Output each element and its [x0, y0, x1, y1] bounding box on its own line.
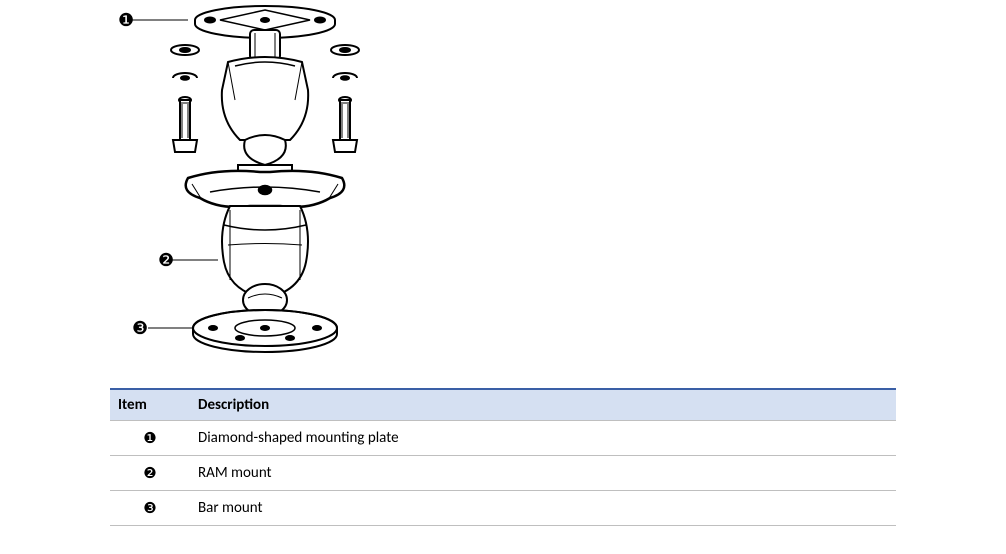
row-desc: Bar mount — [190, 491, 896, 526]
row-marker: ❶ — [110, 421, 190, 456]
header-item: Item — [110, 389, 190, 421]
parts-legend-table: Item Description ❶ Diamond-shaped mounti… — [110, 388, 896, 526]
row-marker: ❸ — [110, 491, 190, 526]
table-row: ❶ Diamond-shaped mounting plate — [110, 421, 896, 456]
table-row: ❷ RAM mount — [110, 456, 896, 491]
mount-assembly-diagram: ❶ ❷ ❸ — [110, 0, 410, 360]
callout-3: ❸ — [132, 318, 148, 338]
page: ❶ ❷ ❸ Item Description ❶ Diamond-shaped … — [0, 0, 1006, 554]
table-row: ❸ Bar mount — [110, 491, 896, 526]
callout-2: ❷ — [158, 250, 174, 270]
diagram-svg: ❶ ❷ ❸ — [110, 0, 410, 360]
header-description: Description — [190, 389, 896, 421]
callout-1: ❶ — [118, 10, 134, 30]
row-desc: Diamond-shaped mounting plate — [190, 421, 896, 456]
row-marker: ❷ — [110, 456, 190, 491]
row-desc: RAM mount — [190, 456, 896, 491]
table-header-row: Item Description — [110, 389, 896, 421]
